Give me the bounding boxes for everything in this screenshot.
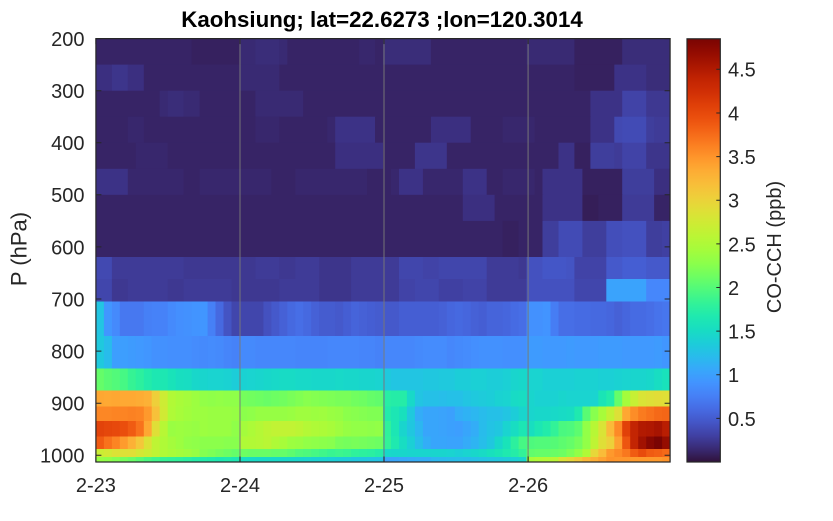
svg-text:Kaohsiung; lat=22.6273 ;lon=12: Kaohsiung; lat=22.6273 ;lon=120.3014	[181, 7, 583, 32]
svg-text:400: 400	[51, 133, 84, 155]
svg-text:600: 600	[51, 237, 84, 259]
svg-text:2: 2	[728, 278, 739, 300]
svg-text:4: 4	[728, 103, 739, 125]
svg-text:CO-CCH (ppb): CO-CCH (ppb)	[764, 181, 786, 313]
svg-text:1: 1	[728, 365, 739, 387]
svg-text:0.5: 0.5	[728, 409, 756, 431]
svg-text:300: 300	[51, 81, 84, 103]
svg-text:900: 900	[51, 394, 84, 416]
svg-text:1.5: 1.5	[728, 322, 756, 344]
svg-text:500: 500	[51, 185, 84, 207]
svg-text:4.5: 4.5	[728, 60, 756, 82]
svg-text:2-25: 2-25	[364, 475, 404, 497]
svg-text:3.5: 3.5	[728, 147, 756, 169]
svg-text:700: 700	[51, 289, 84, 311]
svg-text:2.5: 2.5	[728, 234, 756, 256]
svg-text:800: 800	[51, 342, 84, 364]
svg-text:200: 200	[51, 29, 84, 51]
svg-text:1000: 1000	[40, 446, 85, 468]
svg-text:P (hPa): P (hPa)	[6, 212, 31, 286]
svg-text:3: 3	[728, 191, 739, 213]
svg-text:2-23: 2-23	[76, 475, 116, 497]
svg-text:2-24: 2-24	[220, 475, 260, 497]
svg-text:2-26: 2-26	[508, 475, 548, 497]
